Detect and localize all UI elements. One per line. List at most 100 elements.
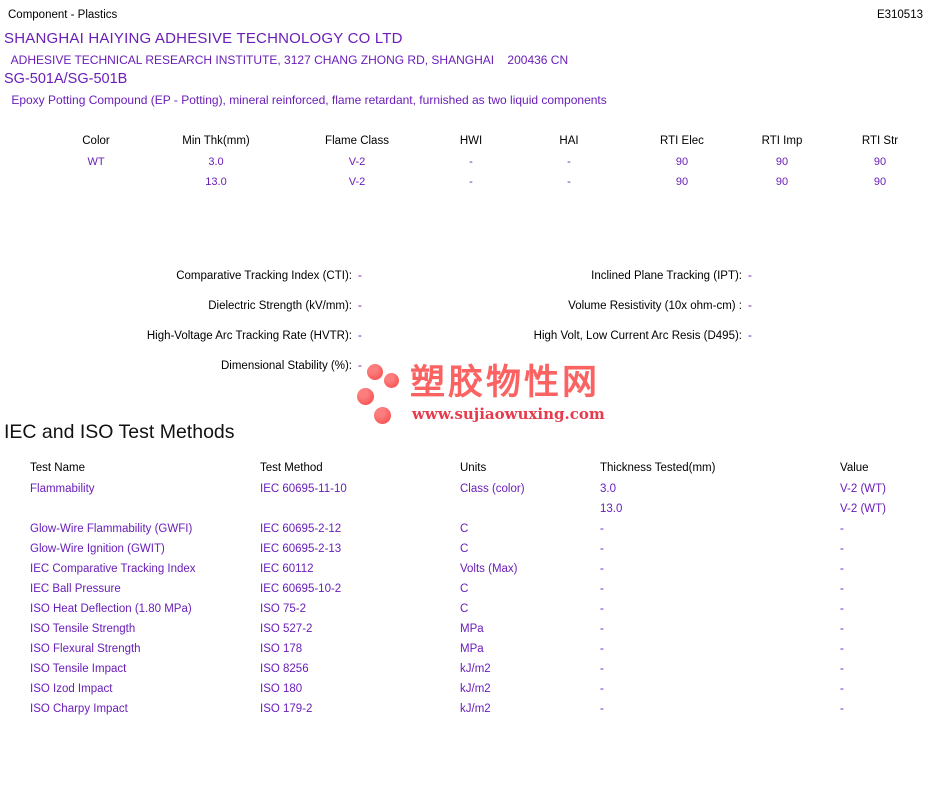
table-cell: - bbox=[600, 683, 604, 695]
property-row: Dimensional Stability (%): - bbox=[0, 356, 950, 386]
table-cell: - bbox=[600, 563, 604, 575]
table-row: ISO Heat Deflection (1.80 MPa) ISO 75-2 … bbox=[30, 599, 930, 619]
page-type-label: Component - Plastics bbox=[8, 9, 118, 21]
logo-dot-icon bbox=[367, 364, 383, 380]
column-header: Value bbox=[840, 462, 869, 474]
table-cell: 3.0 bbox=[208, 156, 224, 168]
column-header: Units bbox=[460, 462, 487, 474]
table-cell: - bbox=[840, 623, 844, 635]
table-cell: 90 bbox=[675, 176, 689, 188]
test-methods-header-row: Test Name Test Method Units Thickness Te… bbox=[30, 457, 930, 479]
table-cell: IEC 60112 bbox=[260, 563, 314, 575]
table-cell: IEC Comparative Tracking Index bbox=[30, 563, 196, 575]
table-cell: kJ/m2 bbox=[460, 703, 491, 715]
logo-site-url[interactable]: www.sujiaowuxing.com bbox=[412, 405, 605, 423]
table-cell: 90 bbox=[775, 156, 789, 168]
table-cell: MPa bbox=[460, 643, 484, 655]
table-cell: ISO 8256 bbox=[260, 663, 309, 675]
table-cell: IEC Ball Pressure bbox=[30, 583, 121, 595]
table-cell: 90 bbox=[675, 156, 689, 168]
table-cell: ISO 178 bbox=[260, 643, 303, 655]
table-cell: C bbox=[460, 523, 469, 535]
table-cell: WT bbox=[87, 156, 105, 168]
file-number: E310513 bbox=[876, 9, 923, 21]
column-header: Test Method bbox=[260, 462, 323, 474]
property-value: - bbox=[748, 270, 752, 282]
column-header: Flame Class bbox=[325, 135, 389, 147]
column-header: RTI Str bbox=[861, 135, 899, 147]
table-cell: - bbox=[840, 683, 844, 695]
property-label: High Volt, Low Current Arc Resis (D495): bbox=[533, 330, 742, 342]
property-label: Volume Resistivity (10x ohm-cm) : bbox=[568, 300, 742, 312]
table-cell bbox=[460, 499, 600, 519]
table-cell: - bbox=[600, 623, 604, 635]
table-cell: ISO Izod Impact bbox=[30, 683, 113, 695]
table-cell: - bbox=[840, 563, 844, 575]
property-label: Dielectric Strength (kV/mm): bbox=[208, 300, 352, 312]
column-header: RTI Elec bbox=[660, 135, 704, 147]
company-name: SHANGHAI HAIYING ADHESIVE TECHNOLOGY CO … bbox=[4, 30, 403, 47]
property-label: Comparative Tracking Index (CTI): bbox=[176, 270, 352, 282]
property-label: Inclined Plane Tracking (IPT): bbox=[591, 270, 742, 282]
site-watermark-logo: 塑胶物性网 www.sujiaowuxing.com bbox=[355, 360, 605, 430]
table-cell: ISO Charpy Impact bbox=[30, 703, 128, 715]
table-cell: V-2 bbox=[348, 176, 366, 188]
property-value: - bbox=[748, 300, 752, 312]
table-cell: MPa bbox=[460, 623, 484, 635]
table-cell: IEC 60695-2-12 bbox=[260, 523, 342, 535]
section-title: IEC and ISO Test Methods bbox=[4, 421, 235, 443]
table-row: ISO Izod Impact ISO 180 kJ/m2 - - bbox=[30, 679, 930, 699]
table-cell: - bbox=[840, 543, 844, 555]
table-cell: - bbox=[600, 523, 604, 535]
column-header: HWI bbox=[459, 135, 483, 147]
table-cell: V-2 (WT) bbox=[840, 483, 886, 495]
table-row: 13.0 V-2 (WT) bbox=[30, 499, 930, 519]
logo-site-name: 塑胶物性网 bbox=[410, 363, 601, 402]
column-header: Min Thk(mm) bbox=[182, 135, 250, 147]
table-cell: 13.0 bbox=[205, 176, 227, 188]
table-cell: ISO 179-2 bbox=[260, 703, 313, 715]
logo-dot-icon bbox=[357, 388, 374, 405]
table-cell: 90 bbox=[775, 176, 789, 188]
table-cell: 3.0 bbox=[600, 483, 616, 495]
column-header: HAI bbox=[559, 135, 579, 147]
table-cell: - bbox=[840, 603, 844, 615]
table-cell bbox=[40, 172, 152, 192]
test-methods-table: Test Name Test Method Units Thickness Te… bbox=[30, 457, 930, 719]
table-cell: ISO Tensile Strength bbox=[30, 623, 136, 635]
table-cell bbox=[30, 499, 260, 519]
property-value: - bbox=[358, 360, 362, 372]
table-row: ISO Tensile Strength ISO 527-2 MPa - - bbox=[30, 619, 930, 639]
property-label: Dimensional Stability (%): bbox=[220, 360, 352, 372]
property-value: - bbox=[358, 270, 362, 282]
product-name: SG-501A/SG-501B bbox=[4, 71, 128, 87]
table-row: ISO Flexural Strength ISO 178 MPa - - bbox=[30, 639, 930, 659]
table-row: Glow-Wire Ignition (GWIT) IEC 60695-2-13… bbox=[30, 539, 930, 559]
table-row: ISO Charpy Impact ISO 179-2 kJ/m2 - - bbox=[30, 699, 930, 719]
table-cell: - bbox=[600, 643, 604, 655]
table-row: IEC Ball Pressure IEC 60695-10-2 C - - bbox=[30, 579, 930, 599]
table-cell: C bbox=[460, 543, 469, 555]
table-cell: 13.0 bbox=[600, 503, 623, 515]
property-value: - bbox=[358, 330, 362, 342]
table-cell: - bbox=[840, 523, 844, 535]
table-cell: ISO 75-2 bbox=[260, 603, 307, 615]
table-cell: - bbox=[840, 583, 844, 595]
table-cell: kJ/m2 bbox=[460, 683, 491, 695]
table-row: Flammability IEC 60695-11-10 Class (colo… bbox=[30, 479, 930, 499]
column-header: Thickness Tested(mm) bbox=[600, 462, 716, 474]
property-row: High-Voltage Arc Tracking Rate (HVTR): -… bbox=[0, 326, 950, 356]
property-row: Comparative Tracking Index (CTI): - Incl… bbox=[0, 266, 950, 296]
table-cell: Flammability bbox=[30, 483, 95, 495]
table-cell: - bbox=[840, 643, 844, 655]
table-cell: - bbox=[567, 176, 571, 188]
table-cell: - bbox=[840, 663, 844, 675]
table-cell: ISO Tensile Impact bbox=[30, 663, 127, 675]
table-row: WT 3.0 V-2 - - 90 90 90 bbox=[40, 152, 930, 172]
table-cell: - bbox=[600, 583, 604, 595]
electrical-properties-section: Comparative Tracking Index (CTI): - Incl… bbox=[0, 266, 950, 386]
column-header: Test Name bbox=[30, 462, 85, 474]
product-description: Epoxy Potting Compound (EP - Potting), m… bbox=[8, 93, 607, 107]
table-cell: ISO Flexural Strength bbox=[30, 643, 141, 655]
table-row: 13.0 V-2 - - 90 90 90 bbox=[40, 172, 930, 192]
